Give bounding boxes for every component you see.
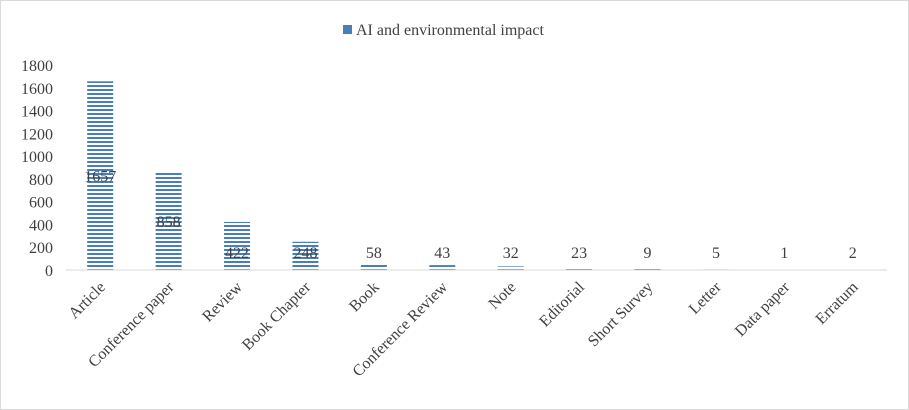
data-label: 2 <box>849 245 857 262</box>
y-tick-label: 1800 <box>21 58 53 75</box>
y-tick-label: 1000 <box>21 149 53 166</box>
legend-label: AI and environmental impact <box>356 22 544 39</box>
x-tick-label: Editorial <box>536 278 588 330</box>
x-tick-label: Short Survey <box>585 279 656 350</box>
x-tick-label: Article <box>66 279 109 322</box>
bar-book <box>360 263 387 270</box>
bar-conference-review <box>429 265 456 270</box>
x-tick-label: Letter <box>686 278 726 318</box>
x-tick-label: Book Chapter <box>239 278 315 354</box>
data-label: 422 <box>225 245 249 262</box>
data-label: 858 <box>157 214 181 231</box>
y-tick-label: 1200 <box>21 126 53 143</box>
y-tick-label: 0 <box>45 263 53 280</box>
bar-article <box>87 81 114 271</box>
data-label: 58 <box>366 245 382 262</box>
data-label: 1 <box>780 245 788 262</box>
data-label: 32 <box>503 245 519 262</box>
x-tick-label: Book <box>346 279 383 316</box>
data-label: 23 <box>571 245 587 262</box>
bar-short-survey <box>634 268 661 270</box>
bar-editorial <box>566 267 593 270</box>
x-tick-label: Note <box>486 279 520 313</box>
bar-review <box>224 221 251 270</box>
legend-swatch <box>343 25 352 34</box>
legend: AI and environmental impact <box>343 22 544 39</box>
y-axis: 0 200 400 600 800 1000 1200 1400 1600 1800 <box>21 58 53 280</box>
y-tick-label: 400 <box>29 217 53 234</box>
bar-book-chapter <box>292 241 319 270</box>
y-tick-label: 1600 <box>21 81 53 98</box>
bar-note <box>497 266 524 270</box>
data-label: 1657 <box>84 169 116 186</box>
data-label: 5 <box>712 245 720 262</box>
data-label: 248 <box>293 245 317 262</box>
data-label: 43 <box>434 245 450 262</box>
x-tick-label: Review <box>199 278 246 325</box>
bar-conference-paper <box>155 172 182 270</box>
x-tick-label: Data paper <box>732 278 794 340</box>
y-tick-label: 1400 <box>21 104 53 121</box>
bars <box>87 81 866 271</box>
y-tick-label: 800 <box>29 172 53 189</box>
data-label: 9 <box>644 245 652 262</box>
y-tick-label: 200 <box>29 240 53 257</box>
x-tick-label: Erratum <box>813 278 862 327</box>
y-tick-label: 600 <box>29 195 53 212</box>
data-labels: 1657 858 422 248 58 43 32 23 9 5 1 2 <box>84 169 857 262</box>
